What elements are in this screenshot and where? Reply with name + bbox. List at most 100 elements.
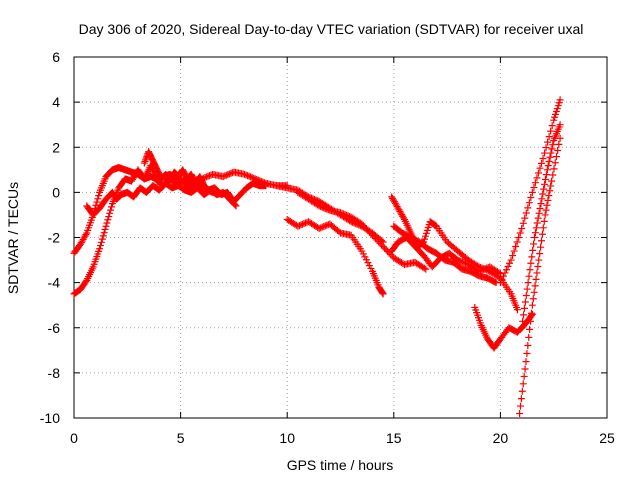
data-point (517, 402, 525, 410)
data-point (533, 219, 541, 227)
data-point (318, 203, 326, 211)
data-point (524, 341, 532, 349)
data-point (341, 211, 349, 219)
y-tick-label: -4 (48, 275, 61, 291)
data-point (480, 265, 488, 273)
data-point (518, 387, 526, 395)
data-point (523, 350, 531, 358)
data-point (534, 169, 542, 177)
data-point (370, 233, 378, 241)
data-point (525, 333, 533, 341)
data-point (321, 222, 329, 230)
data-point (532, 275, 540, 283)
data-point (539, 155, 547, 163)
data-point (247, 173, 255, 181)
data-point (219, 173, 227, 181)
data-point (225, 170, 233, 178)
data-point (531, 179, 539, 187)
data-point (499, 272, 507, 280)
data-point (554, 146, 562, 154)
data-point (531, 282, 539, 290)
data-point (530, 240, 538, 248)
x-tick-label: 5 (177, 430, 185, 446)
data-point (528, 310, 536, 318)
data-point (534, 214, 542, 222)
data-point (542, 171, 550, 179)
data-point (536, 204, 544, 212)
data-point (510, 247, 518, 255)
y-tick-label: -2 (48, 230, 61, 246)
data-point (227, 169, 235, 177)
x-tick-label: 15 (386, 430, 402, 446)
data-point (140, 159, 148, 167)
data-point (547, 149, 555, 157)
data-point (142, 156, 150, 164)
data-point (521, 214, 529, 222)
y-axis-label: SDTVAR / TECUs (5, 182, 21, 294)
data-point (544, 138, 552, 146)
series-arc-10 (388, 234, 504, 278)
data-point (506, 259, 514, 267)
data-point (96, 242, 104, 250)
data-point (378, 241, 386, 249)
data-point (364, 226, 372, 234)
data-point (202, 173, 210, 181)
data-point (548, 122, 556, 130)
data-point (525, 199, 533, 207)
data-point (538, 230, 546, 238)
data-point (534, 263, 542, 271)
data-point (522, 292, 530, 300)
data-point (387, 251, 395, 259)
data-point (529, 246, 537, 254)
data-point (542, 206, 550, 214)
data-point (531, 234, 539, 241)
data-point (297, 221, 305, 229)
data-point (504, 263, 512, 271)
data-point (98, 235, 106, 243)
data-point (535, 209, 543, 217)
data-point (513, 238, 521, 246)
data-point (540, 217, 548, 225)
data-point (518, 224, 526, 232)
x-tick-label: 10 (279, 430, 295, 446)
data-point (527, 259, 535, 267)
data-point (533, 174, 541, 182)
data-point (519, 219, 527, 227)
data-point (365, 228, 373, 236)
data-point (546, 153, 554, 161)
data-point (107, 203, 115, 211)
data-point (343, 211, 351, 219)
data-point (521, 365, 529, 373)
data-point (526, 266, 534, 274)
data-point (241, 170, 249, 178)
data-point (524, 204, 532, 212)
data-point (262, 182, 270, 190)
data-point (547, 182, 555, 190)
data-point (491, 278, 499, 286)
data-point (298, 220, 306, 228)
data-point (381, 244, 389, 252)
axis-ticks (73, 56, 608, 419)
data-point (536, 164, 544, 172)
data-point (318, 223, 326, 231)
data-point (458, 258, 466, 266)
data-point (530, 288, 538, 296)
data-point (317, 203, 325, 211)
data-point (498, 275, 506, 283)
y-tick-label: 6 (52, 49, 60, 65)
data-point (528, 301, 536, 309)
y-tick-label: -6 (48, 320, 61, 336)
data-point (527, 194, 535, 202)
data-point (323, 205, 331, 213)
data-point (546, 187, 554, 195)
data-point (422, 265, 430, 273)
data-point (463, 260, 471, 268)
data-point (141, 157, 149, 165)
data-point (245, 172, 253, 180)
data-point (372, 234, 380, 242)
data-point (82, 231, 90, 239)
data-point (315, 202, 323, 210)
y-tick-label: 2 (52, 139, 60, 155)
data-point (232, 202, 240, 210)
data-point (209, 188, 217, 196)
